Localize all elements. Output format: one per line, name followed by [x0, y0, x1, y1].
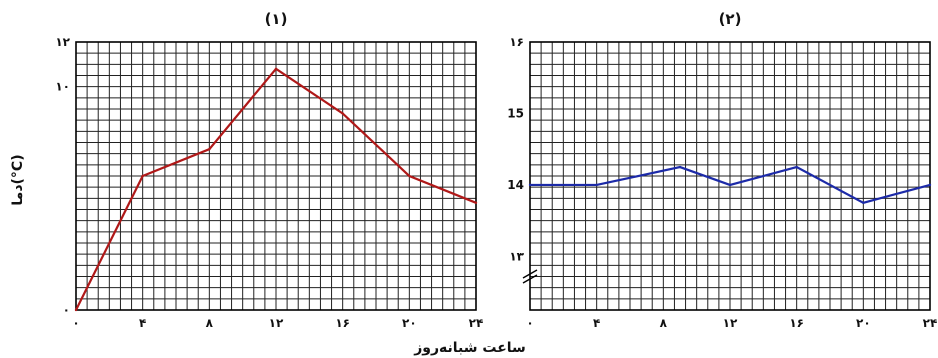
grid-1 [75, 41, 477, 311]
y-tick-label: ۱۰ [55, 80, 70, 94]
data-point [862, 201, 865, 204]
chart-1: (۱) ۰ ۴ ۸ ۱۲ ۱۶ ۲۰ ۲۴ ۰ ۱۰ ۱۲ [55, 10, 483, 330]
y-tick-label: ۱۲ [55, 35, 70, 49]
data-point [678, 165, 682, 169]
plot-frame-1 [75, 41, 477, 311]
data-point [795, 165, 798, 169]
y-tick-label: ۱۶ [509, 35, 524, 49]
data-point [208, 148, 211, 151]
x-tick-label: ۸ [206, 316, 214, 330]
chart-title-1: (۱) [265, 10, 288, 28]
data-point [74, 308, 78, 312]
x-tick-label: ۲۴ [923, 316, 938, 330]
x-tick-label: ۱۲ [723, 316, 738, 330]
x-tick-label: ۲۰ [402, 316, 417, 330]
x-tick-label: ۲۰ [856, 316, 871, 330]
data-point [474, 201, 478, 204]
data-point [595, 183, 598, 187]
x-tick-label: ۰ [526, 316, 533, 330]
data-point [728, 183, 732, 187]
chart-title-2: (۲) [719, 10, 742, 28]
y-tick-label: 14 [507, 178, 524, 192]
x-tick-label: ۲۴ [469, 316, 484, 330]
y-tick-label: 15 [507, 106, 524, 120]
x-tick-label: ۰ [72, 316, 79, 330]
x-tick-label: ۱۶ [789, 316, 804, 330]
data-point [408, 174, 411, 178]
chart-2: (۲) ۰ ۴ ۸ ۱۲ ۱۶ ۲۰ ۲۴ ۱۳ 14 15 ۱۶ [507, 10, 937, 330]
data-point [274, 67, 278, 71]
y-tick-label: ۱۳ [509, 249, 524, 263]
x-tick-label: ۴ [139, 316, 146, 330]
x-tick-label: ۱۶ [335, 316, 350, 330]
x-axis-label: ساعت شبانه‌روز [413, 340, 526, 356]
y-tick-label: ۰ [63, 303, 70, 317]
x-tick-label: ۴ [593, 316, 600, 330]
data-point [528, 183, 532, 187]
x-tick-label: ۱۲ [269, 316, 284, 330]
x-tick-label: ۸ [660, 316, 668, 330]
data-point [341, 112, 344, 115]
axis-break-mark [522, 274, 538, 284]
plot-frame-2 [529, 41, 931, 311]
grid-2 [529, 41, 931, 311]
data-point [928, 183, 932, 187]
y-axis-label: دما(°C) [10, 154, 26, 205]
data-point [141, 174, 144, 178]
axis-break-mark [522, 269, 538, 279]
